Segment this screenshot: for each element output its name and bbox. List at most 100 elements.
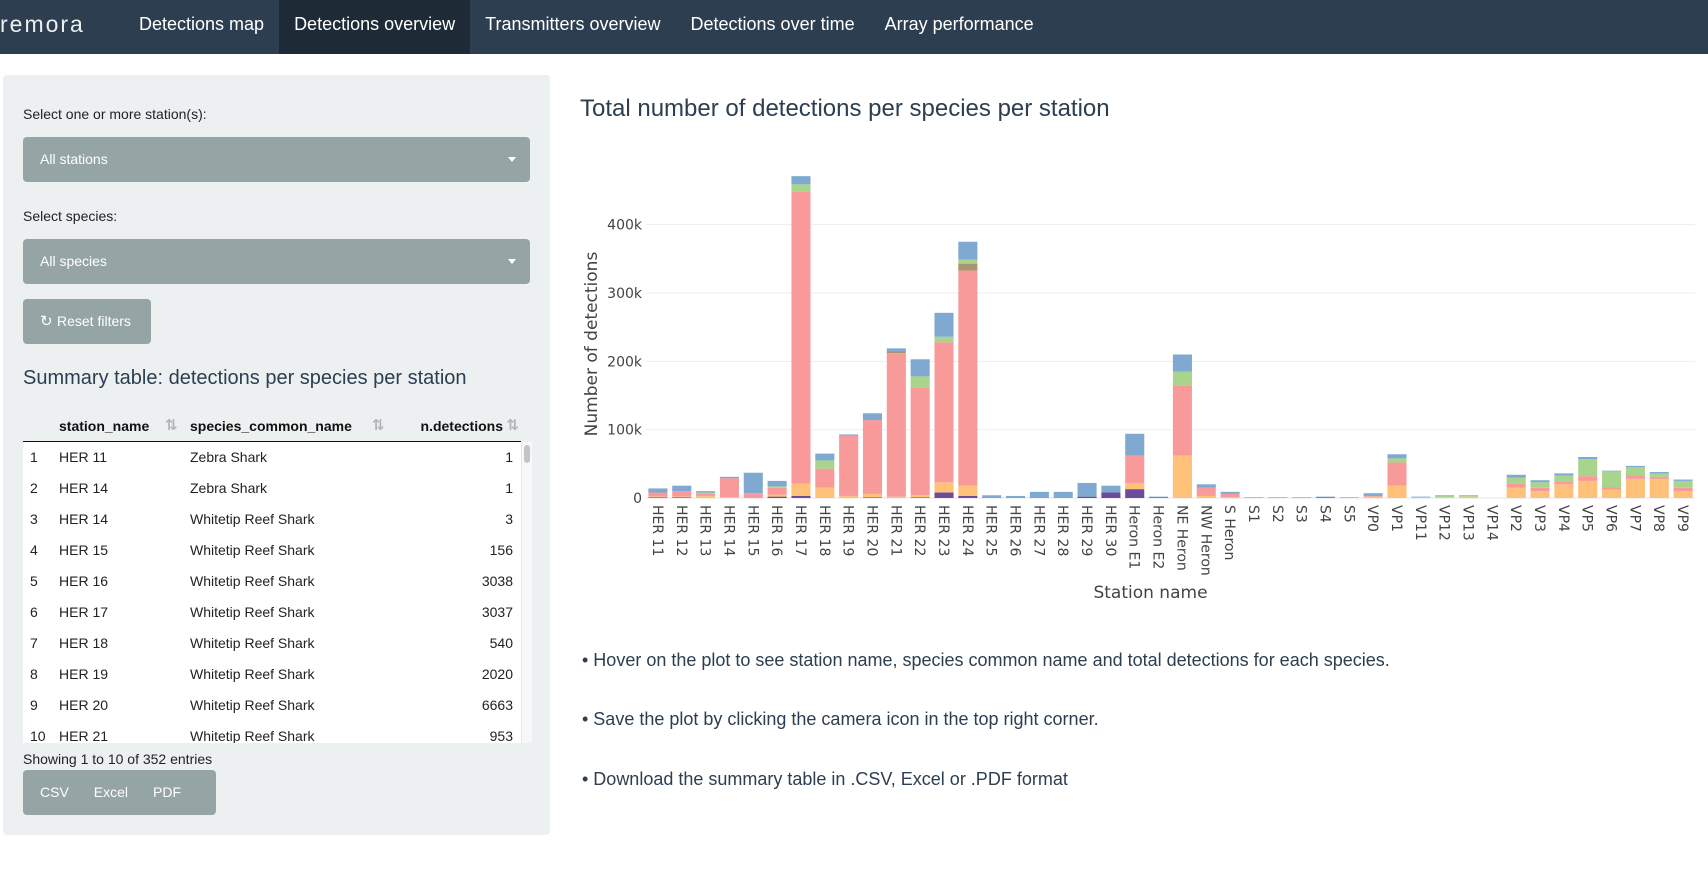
bar-segment: [1387, 485, 1407, 498]
column-header-species[interactable]: species_common_name: [190, 418, 352, 434]
column-header-detections[interactable]: n.detections: [420, 418, 503, 434]
bar-segment: [767, 486, 787, 488]
x-tick-label: HER 30: [1102, 505, 1118, 556]
bar-segment: [910, 359, 930, 377]
station-select[interactable]: All stations: [23, 137, 530, 182]
x-tick-label: HER 20: [863, 505, 879, 556]
bar-segment: [815, 468, 835, 488]
x-tick-label: HER 28: [1054, 505, 1070, 556]
bar-segment: [1458, 495, 1479, 496]
caret-down-icon: [508, 157, 516, 162]
bar-segment: [1005, 495, 1026, 498]
x-tick-label: HER 17: [792, 505, 808, 556]
bar-segment: [1172, 354, 1192, 372]
bar-segment: [1220, 497, 1240, 498]
bar-segment: [1292, 497, 1312, 498]
bar-segment: [1649, 478, 1669, 498]
excel-button[interactable]: Excel: [93, 784, 129, 800]
bar-segment: [648, 497, 668, 498]
detections-cell: 3038: [481, 573, 513, 589]
bar-segment: [1435, 497, 1455, 498]
station-select-label: Select one or more station(s):: [23, 106, 207, 122]
scrollbar-thumb[interactable]: [524, 445, 530, 463]
x-tick-label: HER 15: [744, 505, 760, 556]
detections-cell: 6663: [481, 697, 513, 713]
table-row: 1 HER 11 Zebra Shark 1: [23, 442, 521, 473]
sort-icon[interactable]: ⇅: [372, 417, 385, 434]
detections-chart[interactable]: 0 100k 200k 300k 400k Number of detections HER…: [580, 150, 1698, 610]
bar-segment: [1125, 489, 1145, 498]
bar-segment: [1673, 491, 1693, 498]
x-tick-label: S1: [1245, 505, 1261, 523]
bar-segment: [886, 348, 906, 352]
table-header: station_name ⇅ species_common_name ⇅ n.d…: [23, 410, 521, 442]
bar-segment: [934, 492, 954, 498]
tab-detections-overview[interactable]: Detections overview: [279, 0, 471, 54]
bar-segment: [958, 263, 978, 271]
sort-icon[interactable]: ⇅: [165, 417, 178, 434]
bar-segment: [910, 387, 930, 496]
bar-segment: [1625, 467, 1645, 476]
tab-detections-over-time[interactable]: Detections over time: [690, 14, 855, 34]
brand-logo: remora: [0, 11, 85, 37]
bar-segment: [910, 376, 930, 388]
pdf-button[interactable]: PDF: [153, 784, 182, 800]
species-cell: Whitetip Reef Shark: [190, 697, 315, 713]
bar-segment: [1029, 491, 1049, 498]
x-tick-label: VP13: [1460, 505, 1476, 541]
bar-segment: [1530, 482, 1550, 488]
table-row: 7 HER 18 Whitetip Reef Shark 540: [23, 628, 521, 659]
bar-segment: [1077, 482, 1097, 497]
bar-segment: [1649, 476, 1669, 479]
x-tick-label: VP8: [1650, 505, 1666, 532]
reset-filters-label: Reset filters: [57, 313, 131, 329]
table-row: 8 HER 19 Whitetip Reef Shark 2020: [23, 659, 521, 690]
bar-segment: [1506, 487, 1526, 498]
station-cell: HER 11: [59, 449, 107, 465]
bar-segment: [719, 476, 739, 479]
x-tick-label: HER 29: [1078, 505, 1094, 556]
bar-segment: [1554, 473, 1574, 476]
tab-array-performance[interactable]: Array performance: [884, 14, 1034, 34]
bar-segment: [1125, 455, 1145, 483]
station-select-value: All stations: [40, 151, 108, 167]
bar-segment: [1578, 480, 1598, 498]
detections-cell: 3037: [481, 604, 513, 620]
station-cell: HER 14: [59, 511, 109, 527]
help-text-hover: • Hover on the plot to see station name,…: [582, 650, 1390, 670]
bar-segment: [958, 485, 978, 496]
bar-segment: [1125, 482, 1145, 490]
x-tick-label: VP1: [1388, 505, 1404, 532]
bar-segment: [791, 495, 811, 498]
csv-button[interactable]: CSV: [40, 784, 69, 800]
bar-segment: [1411, 496, 1431, 498]
species-cell: Whitetip Reef Shark: [190, 635, 315, 651]
bar-segment: [886, 496, 906, 498]
station-cell: HER 21: [59, 728, 109, 743]
bar-segment: [1053, 491, 1073, 498]
x-tick-label: S3: [1293, 505, 1309, 523]
sort-icon[interactable]: ⇅: [506, 417, 519, 434]
help-text-download: • Download the summary table in .CSV, Ex…: [582, 769, 1068, 789]
bar-segment: [1125, 433, 1145, 456]
table-row: 3 HER 14 Whitetip Reef Shark 3: [23, 504, 521, 535]
species-select-label: Select species:: [23, 208, 118, 224]
detections-cell: 953: [489, 728, 513, 743]
chart-svg[interactable]: 0 100k 200k 300k 400k Number of detections HER…: [580, 150, 1698, 610]
tab-detections-map[interactable]: Detections map: [139, 14, 265, 34]
y-tick-label: 300k: [607, 286, 643, 302]
bar-segment: [1506, 483, 1526, 488]
table-row: 10 HER 21 Whitetip Reef Shark 953: [23, 721, 521, 743]
bar-segment: [1149, 497, 1169, 498]
bar-segment: [696, 492, 716, 494]
bar-segment: [1172, 385, 1192, 456]
row-index: 10: [30, 728, 46, 743]
summary-table-body: 1 HER 11 Zebra Shark 1 2 HER 14 Zebra Sh…: [23, 442, 532, 743]
table-scrollbar[interactable]: [521, 442, 532, 743]
species-select[interactable]: All species: [23, 239, 530, 284]
export-button-group: CSV Excel PDF: [23, 770, 216, 815]
reset-filters-button[interactable]: ↻ Reset filters: [23, 299, 151, 344]
tab-transmitters-overview[interactable]: Transmitters overview: [485, 14, 661, 34]
column-header-station[interactable]: station_name: [59, 418, 150, 434]
detections-cell: 1: [505, 480, 513, 496]
